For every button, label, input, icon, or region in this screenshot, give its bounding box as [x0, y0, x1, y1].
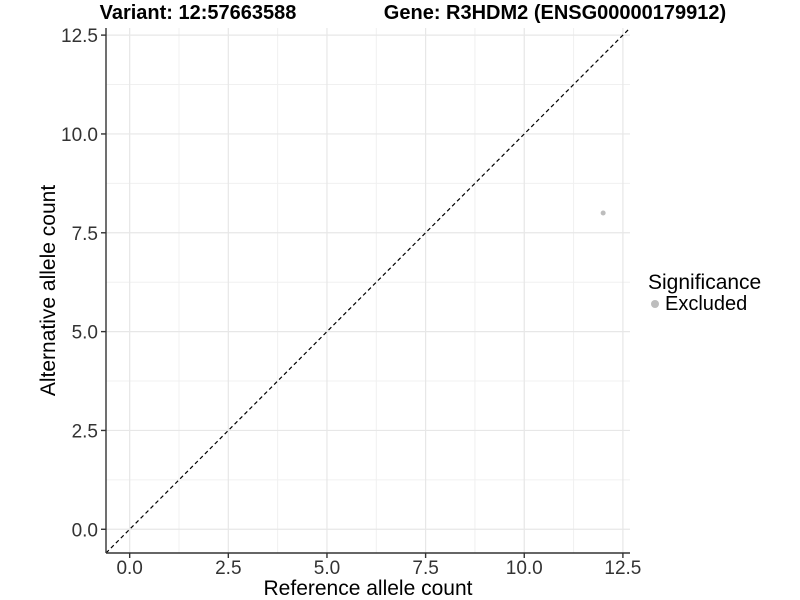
x-tick-label: 7.5 [412, 558, 438, 579]
y-tick-label: 7.5 [72, 224, 98, 245]
y-tick-label: 0.0 [72, 520, 98, 541]
data-point-excluded [600, 210, 606, 216]
y-tick-label: 10.0 [61, 125, 98, 146]
x-tick-label: 12.5 [604, 558, 641, 579]
identity-reference-line [105, 27, 631, 554]
x-tick-label: 2.5 [215, 558, 241, 579]
x-tick-label: 10.0 [506, 558, 543, 579]
plot-title-variant: Variant: 12:57663588 [99, 2, 297, 24]
y-tick-label: 5.0 [72, 323, 98, 344]
legend: Significance Excluded [648, 271, 762, 314]
legend-title: Significance [648, 271, 762, 294]
x-tick-label: 0.0 [116, 558, 142, 579]
y-tick-label: 12.5 [61, 26, 98, 47]
legend-point-icon [651, 300, 659, 308]
x-tick-label: 5.0 [314, 558, 340, 579]
legend-item-label: Excluded [665, 293, 748, 315]
y-tick-label: 2.5 [72, 421, 98, 442]
y-axis-title: Alternative allele count [37, 185, 60, 396]
x-axis-title: Reference allele count [264, 577, 473, 600]
plot-title-gene: Gene: R3HDM2 (ENSG00000179912) [383, 2, 727, 24]
legend-item-excluded: Excluded [648, 294, 761, 314]
